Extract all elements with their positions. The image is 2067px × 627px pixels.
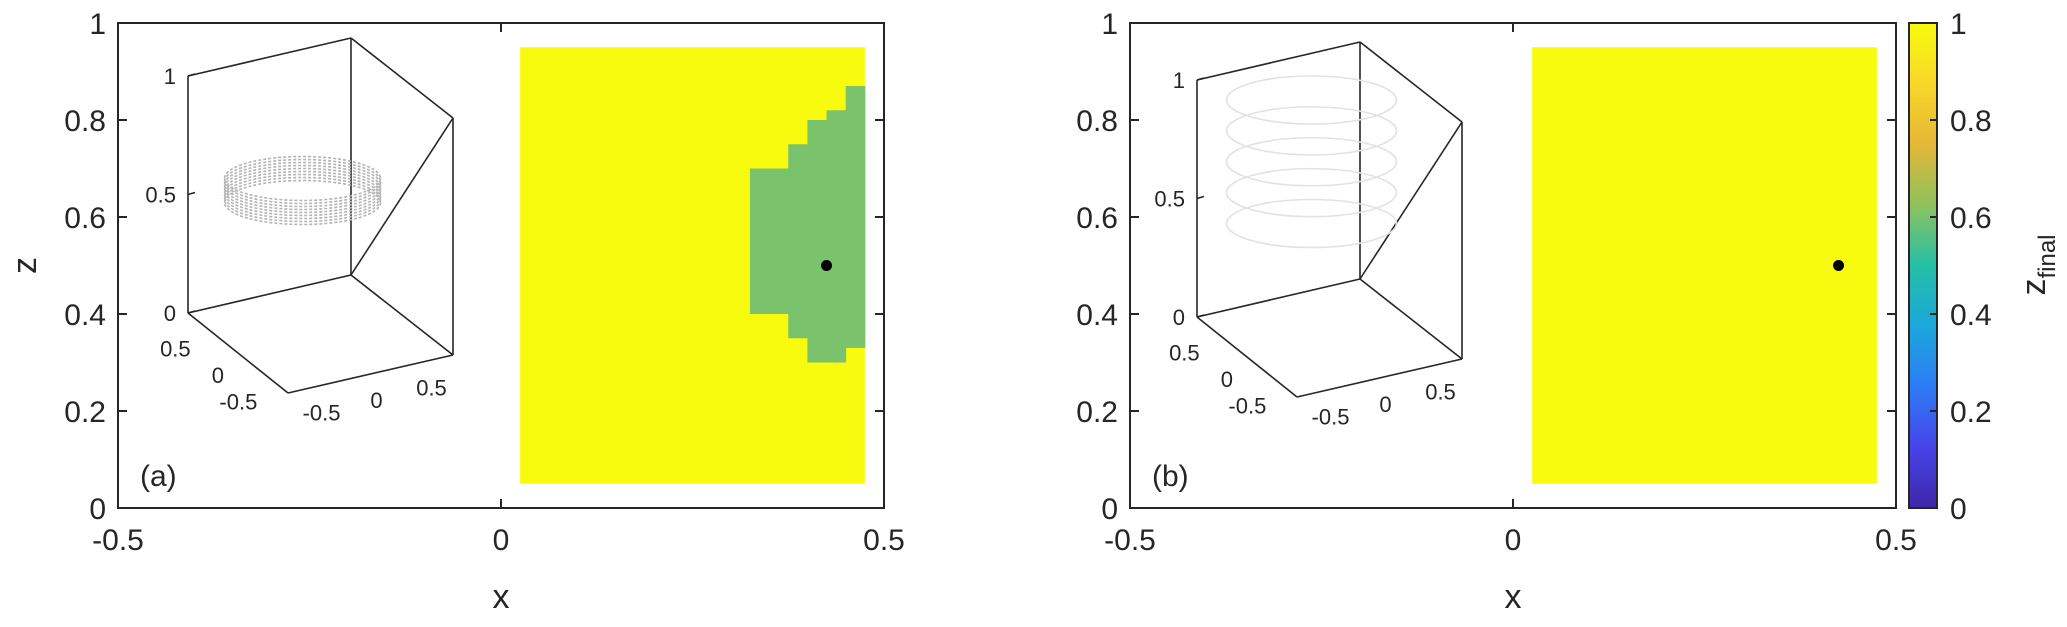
inset-y-tick-label: 0: [1221, 367, 1233, 392]
inset-box-edge: [287, 354, 454, 394]
y-tick-label: 1: [89, 8, 106, 41]
inset-box-edge: [1359, 278, 1463, 360]
panel-b: -0.5 0 0.500.20.40.60.81x(b)00.510.50-0.5-…: [1076, 8, 1917, 616]
inset-trajectory-ring: [223, 176, 382, 223]
y-tick-label: 1: [1101, 8, 1118, 41]
colorbar-tick-label: 0.8: [1950, 105, 1992, 138]
inset-box-edge: [1359, 121, 1463, 280]
marker-point: [821, 260, 833, 271]
inset-y-tick-label: -0.5: [219, 390, 257, 415]
x-axis-label: x: [1505, 578, 1522, 616]
inset-trajectory-ring: [223, 164, 382, 211]
x-tick-label: 0.5: [863, 524, 905, 557]
colorbar-label-main: z: [2015, 279, 2053, 296]
y-tick-label: 0.6: [64, 202, 106, 235]
inset-box-edge: [187, 312, 289, 394]
inset-z-tick-label: 0: [164, 301, 176, 326]
inset-z-tick-mark: [1196, 314, 1205, 318]
x-axis-label: x: [493, 578, 510, 616]
colorbar-tick-label: 1: [1950, 8, 1967, 41]
inset-y-tick-label: 0.5: [1169, 340, 1200, 365]
inset-box-edge: [1196, 41, 1361, 81]
inset-y-tick-label: 0: [212, 363, 224, 388]
inset-z-tick-label: 0.5: [145, 183, 176, 208]
inset-y-tick-label: -0.5: [1228, 394, 1266, 419]
inset-box-edge: [350, 117, 454, 276]
inset-trajectory-ring: [223, 170, 382, 217]
inset-trajectory-ring: [223, 155, 382, 202]
y-axis-label: z: [6, 257, 44, 274]
heatmap-region-cell: [788, 144, 808, 339]
y-tick-label: 0.8: [64, 105, 106, 138]
inset-z-tick-label: 1: [1173, 68, 1185, 93]
y-tick-label: 0.4: [64, 299, 106, 332]
heatmap-region-cell: [749, 168, 789, 314]
x-tick-label: 0: [493, 524, 510, 557]
inset-z-tick-label: 1: [164, 64, 176, 89]
colorbar-tick-label: 0: [1950, 493, 1967, 526]
inset-z-tick-mark: [187, 191, 196, 196]
inset-trajectory-helix-loop: [1225, 106, 1398, 156]
inset-3d-axes: 00.510.50-0.5 -0.500.5: [145, 37, 454, 426]
panel-label: (b): [1152, 460, 1189, 493]
inset-trajectory-helix-loop: [1225, 198, 1398, 249]
inset-trajectory-ring: [223, 179, 382, 226]
inset-trajectory-ring: [223, 158, 382, 205]
inset-z-tick-mark: [187, 73, 196, 77]
y-tick-label: 0.4: [1076, 299, 1118, 332]
y-tick-label: 0.8: [1076, 105, 1118, 138]
inset-x-tick-label: -0.5: [1312, 405, 1350, 430]
heatmap-background: [1532, 47, 1877, 484]
inset-x-tick-label: 0: [1379, 392, 1391, 417]
inset-box-edge: [350, 274, 454, 356]
inset-box-edge: [350, 37, 454, 119]
x-tick-label: 0: [1505, 524, 1522, 557]
inset-box-edge: [1296, 358, 1463, 398]
y-tick-label: 0.2: [64, 396, 106, 429]
heatmap-region-cell: [807, 120, 828, 363]
inset-trajectory-helix-loop: [1225, 75, 1398, 125]
inset-z-tick-label: 0: [1173, 305, 1185, 330]
inset-z-tick-label: 0.5: [1154, 187, 1185, 212]
inset-trajectory-ring: [223, 173, 382, 220]
y-tick-label: 0: [1101, 493, 1118, 526]
inset-z-tick-mark: [1196, 195, 1205, 200]
colorbar-gradient: [1908, 22, 1938, 509]
y-tick-label: 0.6: [1076, 202, 1118, 235]
inset-trajectory-helix-loop: [1225, 167, 1398, 218]
inset-trajectory-ring: [223, 161, 382, 208]
inset-box-edge: [1196, 316, 1298, 398]
inset-z-tick-mark: [187, 310, 196, 314]
y-tick-label: 0.2: [1076, 396, 1118, 429]
colorbar-tick-label: 0.6: [1950, 202, 1992, 235]
inset-trajectory-ring: [223, 167, 382, 214]
x-tick-label: -0.5: [1104, 524, 1156, 557]
marker-point: [1833, 260, 1845, 271]
panel-a: -0.5 0 0.500.20.40.60.81xz(a)00.510.50-0.5…: [6, 8, 905, 616]
x-tick-label: -0.5: [92, 524, 144, 557]
heatmap-region-cell: [826, 110, 847, 363]
heatmap-region-cell: [845, 86, 866, 348]
colorbar-label: zfinal: [2015, 234, 2061, 295]
inset-3d-axes: 00.510.50-0.5 -0.500.5: [1154, 41, 1463, 430]
inset-box-edge: [187, 37, 352, 77]
inset-x-tick-label: 0: [370, 388, 382, 413]
inset-z-tick-mark: [1196, 77, 1205, 81]
inset-box-edge: [1359, 41, 1463, 123]
panel-label: (a): [140, 460, 177, 493]
inset-x-tick-label: 0.5: [1425, 379, 1456, 404]
colorbar: 0 0.2 0.4 0.6 0.8 1 zfinal: [1908, 8, 2061, 526]
inset-trajectory-helix-loop: [1225, 136, 1398, 187]
inset-y-tick-label: 0.5: [160, 336, 191, 361]
colorbar-label-sub: final: [2034, 234, 2061, 278]
inset-x-tick-label: -0.5: [303, 401, 341, 426]
colorbar-tick-label: 0.2: [1950, 396, 1992, 429]
x-tick-label: 0.5: [1875, 524, 1917, 557]
inset-box-edge: [187, 274, 352, 314]
inset-x-tick-label: 0.5: [416, 375, 447, 400]
y-tick-label: 0: [89, 493, 106, 526]
colorbar-tick-label: 0.4: [1950, 299, 1992, 332]
inset-box-edge: [1196, 278, 1361, 318]
